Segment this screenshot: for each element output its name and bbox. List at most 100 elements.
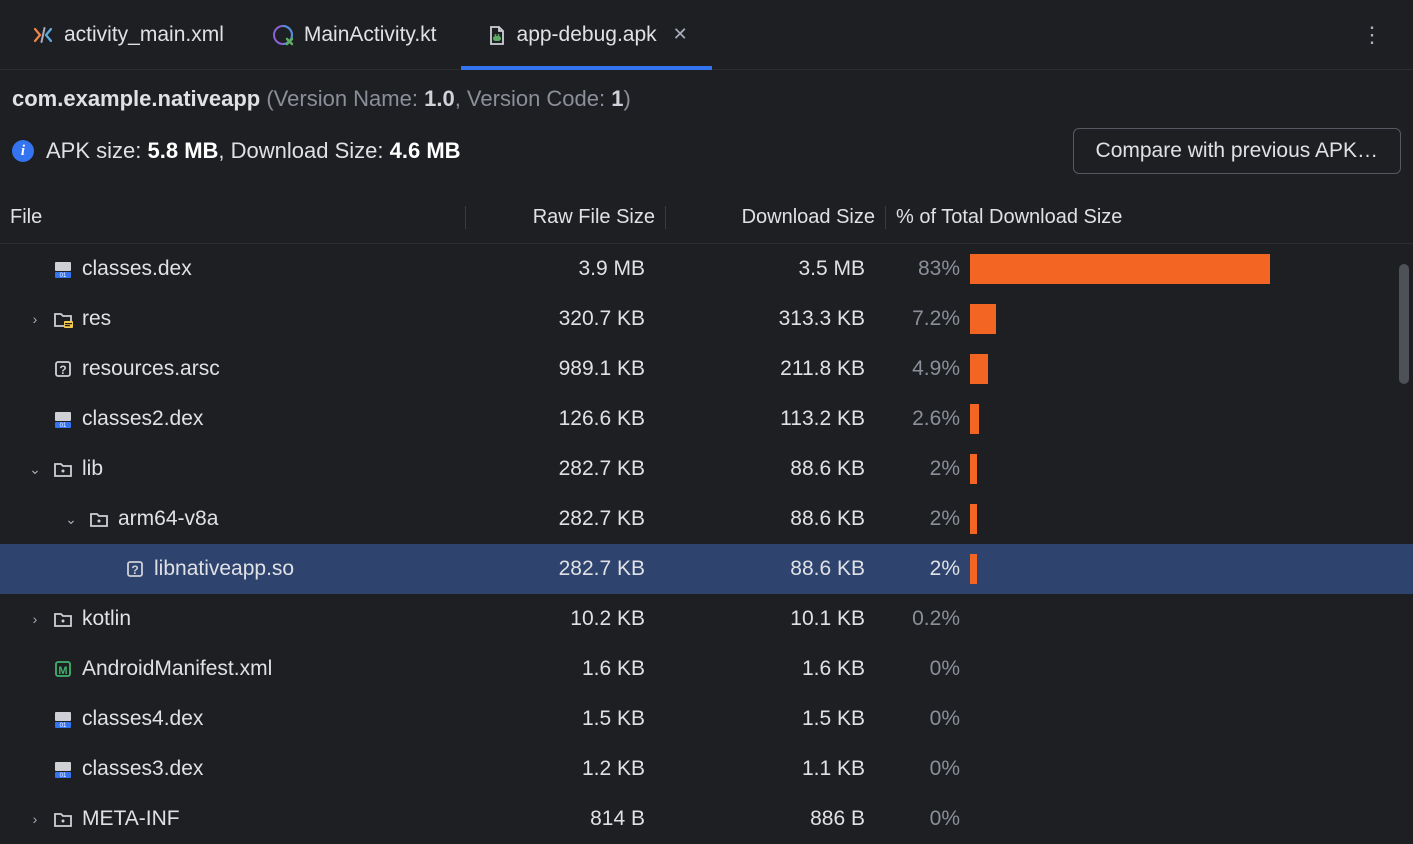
- pct-bar: [970, 404, 1397, 434]
- download-size: 1.6 KB: [655, 657, 875, 681]
- file-name: AndroidManifest.xml: [82, 657, 272, 681]
- pct-value: 2%: [875, 507, 970, 531]
- pct-bar: [970, 354, 1397, 384]
- pct-value: 83%: [875, 257, 970, 281]
- file-name: kotlin: [82, 607, 131, 631]
- download-size: 88.6 KB: [655, 457, 875, 481]
- unknown-icon: [124, 558, 146, 580]
- pct-bar: [970, 604, 1397, 634]
- folder-dot-icon: [52, 808, 74, 830]
- pct-value: 2%: [875, 557, 970, 581]
- file-row[interactable]: › kotlin 10.2 KB 10.1 KB 0.2%: [0, 594, 1413, 644]
- editor-tab-bar: activity_main.xml MainActivity.kt app-de…: [0, 0, 1413, 70]
- download-size: 211.8 KB: [655, 357, 875, 381]
- raw-size: 989.1 KB: [455, 357, 655, 381]
- expand-chevron-icon[interactable]: ›: [26, 611, 44, 627]
- raw-size: 282.7 KB: [455, 457, 655, 481]
- download-size: 1.1 KB: [655, 757, 875, 781]
- manifest-icon: [52, 658, 74, 680]
- file-row[interactable]: classes3.dex 1.2 KB 1.1 KB 0%: [0, 744, 1413, 794]
- raw-size: 1.5 KB: [455, 707, 655, 731]
- editor-tab[interactable]: app-debug.apk ✕: [461, 0, 712, 69]
- raw-size: 1.6 KB: [455, 657, 655, 681]
- pct-bar: [970, 654, 1397, 684]
- pct-value: 2.6%: [875, 407, 970, 431]
- vertical-scrollbar[interactable]: [1399, 264, 1409, 384]
- dex-icon: [52, 408, 74, 430]
- expand-chevron-icon[interactable]: ›: [26, 311, 44, 327]
- file-row[interactable]: › META-INF 814 B 886 B 0%: [0, 794, 1413, 844]
- pct-bar: [970, 454, 1397, 484]
- file-row[interactable]: classes2.dex 126.6 KB 113.2 KB 2.6%: [0, 394, 1413, 444]
- file-row[interactable]: classes.dex 3.9 MB 3.5 MB 83%: [0, 244, 1413, 294]
- dex-icon: [52, 708, 74, 730]
- package-name: com.example.nativeapp: [12, 86, 260, 111]
- col-file-header[interactable]: File: [10, 206, 465, 229]
- download-size: 313.3 KB: [655, 307, 875, 331]
- raw-size: 282.7 KB: [455, 507, 655, 531]
- tab-label: MainActivity.kt: [304, 23, 437, 47]
- pct-bar: [970, 704, 1397, 734]
- download-size: 113.2 KB: [655, 407, 875, 431]
- dex-icon: [52, 758, 74, 780]
- package-info: com.example.nativeapp (Version Name: 1.0…: [0, 70, 1413, 118]
- folder-dot-icon: [88, 508, 110, 530]
- file-row[interactable]: ⌄ lib 282.7 KB 88.6 KB 2%: [0, 444, 1413, 494]
- folder-dot-icon: [52, 608, 74, 630]
- pct-bar: [970, 804, 1397, 834]
- folder-icon: [52, 308, 74, 330]
- file-name: lib: [82, 457, 103, 481]
- file-name: libnativeapp.so: [154, 557, 294, 581]
- info-icon: i: [12, 140, 34, 162]
- col-download-header[interactable]: Download Size: [665, 206, 885, 229]
- file-row[interactable]: ⌄ arm64-v8a 282.7 KB 88.6 KB 2%: [0, 494, 1413, 544]
- file-name: classes4.dex: [82, 707, 203, 731]
- pct-value: 4.9%: [875, 357, 970, 381]
- expand-chevron-icon[interactable]: ⌄: [26, 461, 44, 478]
- more-menu-icon[interactable]: ⋮: [1341, 22, 1405, 48]
- expand-chevron-icon[interactable]: ⌄: [62, 511, 80, 528]
- file-row[interactable]: libnativeapp.so 282.7 KB 88.6 KB 2%: [0, 544, 1413, 594]
- file-name: classes2.dex: [82, 407, 203, 431]
- apk-size-row: i APK size: 5.8 MB, Download Size: 4.6 M…: [0, 118, 1413, 192]
- size-summary: APK size: 5.8 MB, Download Size: 4.6 MB: [46, 138, 461, 164]
- download-size: 3.5 MB: [655, 257, 875, 281]
- pct-bar: [970, 254, 1397, 284]
- xml-icon: [32, 24, 54, 46]
- pct-value: 0%: [875, 807, 970, 831]
- close-tab-icon[interactable]: ✕: [673, 24, 688, 45]
- raw-size: 814 B: [455, 807, 655, 831]
- pct-bar: [970, 754, 1397, 784]
- pct-value: 7.2%: [875, 307, 970, 331]
- kotlin-main-icon: [272, 24, 294, 46]
- editor-tab[interactable]: activity_main.xml: [8, 0, 248, 69]
- apk-icon: [485, 24, 507, 46]
- pct-value: 0%: [875, 657, 970, 681]
- download-size: 1.5 KB: [655, 707, 875, 731]
- dex-icon: [52, 258, 74, 280]
- table-header: File Raw File Size Download Size % of To…: [0, 192, 1413, 244]
- pct-value: 2%: [875, 457, 970, 481]
- file-name: classes3.dex: [82, 757, 203, 781]
- col-raw-header[interactable]: Raw File Size: [465, 206, 665, 229]
- compare-apk-button[interactable]: Compare with previous APK…: [1073, 128, 1401, 174]
- tab-label: app-debug.apk: [517, 23, 657, 47]
- file-table-body: classes.dex 3.9 MB 3.5 MB 83% › res 320.…: [0, 244, 1413, 844]
- pct-value: 0%: [875, 757, 970, 781]
- editor-tab[interactable]: MainActivity.kt: [248, 0, 461, 69]
- file-row[interactable]: classes4.dex 1.5 KB 1.5 KB 0%: [0, 694, 1413, 744]
- raw-size: 10.2 KB: [455, 607, 655, 631]
- file-row[interactable]: AndroidManifest.xml 1.6 KB 1.6 KB 0%: [0, 644, 1413, 694]
- tab-label: activity_main.xml: [64, 23, 224, 47]
- file-name: classes.dex: [82, 257, 192, 281]
- file-row[interactable]: resources.arsc 989.1 KB 211.8 KB 4.9%: [0, 344, 1413, 394]
- file-row[interactable]: › res 320.7 KB 313.3 KB 7.2%: [0, 294, 1413, 344]
- file-name: resources.arsc: [82, 357, 220, 381]
- expand-chevron-icon[interactable]: ›: [26, 811, 44, 827]
- raw-size: 126.6 KB: [455, 407, 655, 431]
- pct-bar: [970, 554, 1397, 584]
- pct-bar: [970, 504, 1397, 534]
- col-pct-header[interactable]: % of Total Download Size: [885, 206, 1413, 229]
- download-size: 88.6 KB: [655, 557, 875, 581]
- pct-value: 0.2%: [875, 607, 970, 631]
